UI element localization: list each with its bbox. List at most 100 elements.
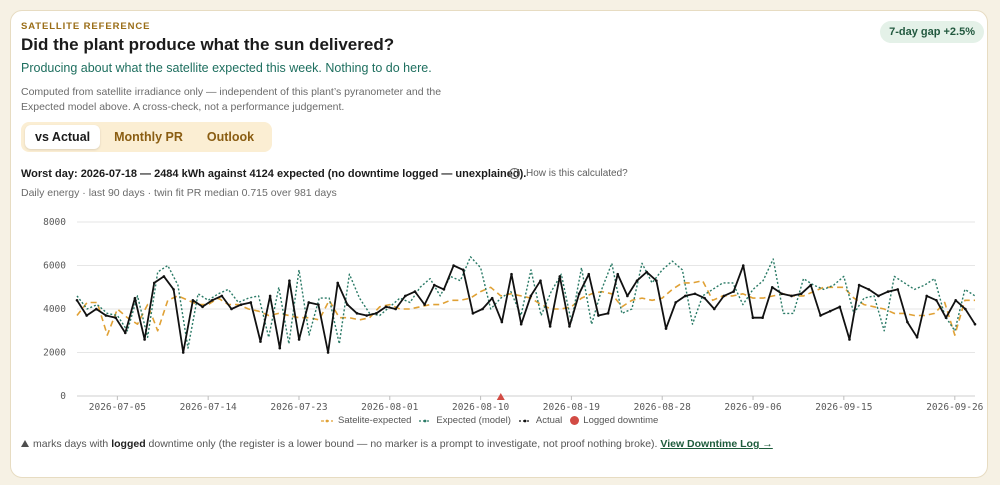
data-point-actual: [201, 305, 204, 309]
data-point-actual: [770, 285, 774, 289]
view-downtime-log-link[interactable]: View Downtime Log →: [660, 438, 773, 450]
tab-monthly-pr[interactable]: Monthly PR: [114, 130, 183, 144]
data-point-actual: [297, 338, 301, 341]
card-title: Did the plant produce what the sun deliv…: [21, 35, 395, 54]
how-calculated-link[interactable]: i How is this calculated?: [509, 168, 628, 179]
data-point-actual: [674, 301, 677, 304]
legend-item-satellite: Satelite-expected: [321, 415, 411, 426]
data-point-actual: [162, 275, 166, 278]
footnote-prefix: marks days with: [33, 438, 109, 450]
data-point-actual: [152, 281, 156, 285]
x-tick-label: 2026-07-14: [180, 402, 237, 413]
data-point-actual: [751, 316, 755, 320]
data-point-actual: [442, 288, 446, 291]
data-point-actual: [655, 279, 658, 283]
data-point-actual: [703, 296, 706, 300]
legend-item-downtime: Logged downtime: [570, 415, 658, 426]
data-point-actual: [452, 264, 455, 267]
data-point-actual: [336, 281, 340, 285]
triangle-marker-icon: [21, 440, 29, 447]
data-point-actual: [230, 307, 233, 311]
downtime-marker: [496, 393, 505, 400]
data-point-actual: [114, 316, 117, 320]
data-point-actual: [915, 335, 919, 339]
data-point-actual: [867, 288, 871, 291]
data-point-actual: [558, 275, 562, 278]
data-point-actual: [317, 303, 320, 306]
x-tick-label: 2026-08-10: [452, 402, 509, 413]
data-point-actual: [886, 290, 890, 293]
data-point-actual: [404, 294, 407, 298]
y-tick-label: 0: [60, 391, 66, 402]
data-point-actual: [519, 322, 523, 326]
data-point-actual: [973, 322, 977, 326]
data-point-actual: [635, 279, 639, 283]
data-point-actual: [143, 338, 146, 341]
data-point-actual: [645, 270, 648, 274]
data-point-actual: [799, 292, 803, 296]
data-point-actual: [935, 299, 938, 302]
data-point-actual: [838, 305, 842, 309]
y-tick-label: 6000: [43, 261, 66, 272]
data-point-actual: [481, 307, 484, 311]
downtime-dot-icon: [570, 416, 580, 425]
data-point-actual: [181, 351, 185, 354]
data-point-actual: [75, 299, 79, 302]
data-point-actual: [548, 325, 552, 328]
tab-outlook[interactable]: Outlook: [206, 130, 255, 144]
data-point-actual: [346, 303, 349, 306]
data-point-actual: [626, 294, 629, 298]
data-point-actual: [288, 279, 291, 283]
series-line-actual: [76, 264, 976, 354]
data-point-actual: [809, 283, 813, 287]
chart-subtitle: Daily energy · last 90 days · twin fit P…: [21, 187, 337, 199]
x-tick-label: 2026-09-15: [815, 402, 872, 413]
data-point-actual: [780, 292, 784, 296]
data-point-actual: [616, 272, 620, 276]
data-point-actual: [461, 268, 465, 272]
data-point-actual: [819, 314, 822, 317]
data-point-actual: [220, 294, 224, 298]
legend-label-actual: Actual: [535, 415, 563, 426]
data-point-actual: [249, 301, 253, 304]
data-point-actual: [210, 299, 214, 302]
data-point-actual: [413, 290, 417, 293]
legend-item-model: Expected (model): [419, 415, 511, 426]
data-point-actual: [925, 294, 929, 298]
data-point-actual: [326, 351, 330, 354]
data-point-actual: [568, 325, 571, 328]
data-point-actual: [877, 294, 880, 298]
data-point-actual: [95, 307, 98, 311]
data-point-actual: [355, 312, 359, 315]
footnote: marks days with logged downtime only (th…: [21, 438, 773, 450]
data-point-actual: [239, 303, 243, 306]
data-point-actual: [693, 292, 697, 296]
legend-swatch-satellite: [321, 419, 333, 422]
data-point-actual: [259, 340, 262, 343]
data-point-actual: [597, 314, 600, 317]
tab-vs-actual[interactable]: vs Actual: [25, 125, 101, 149]
footnote-bold: logged: [111, 438, 146, 450]
y-tick-label: 2000: [43, 348, 66, 359]
data-point-actual: [606, 312, 610, 315]
description-text: Computed from satellite irradiance only …: [21, 86, 442, 113]
worst-day-summary: Worst day: 2026-07-18 — 2484 kWh against…: [21, 168, 527, 180]
legend-swatch-model: [419, 419, 432, 422]
data-point-actual: [964, 307, 967, 311]
series-line-model: [76, 256, 976, 349]
x-tick-label: 2026-07-05: [89, 402, 146, 413]
how-calculated-label: How is this calculated?: [526, 168, 628, 179]
info-icon: i: [509, 168, 520, 179]
data-point-actual: [133, 296, 137, 300]
data-point-actual: [906, 320, 909, 324]
x-tick-label: 2026-09-26: [926, 402, 983, 413]
data-point-actual: [471, 312, 475, 315]
x-tick-label: 2026-09-06: [724, 402, 781, 413]
data-point-actual: [529, 294, 533, 298]
data-point-actual: [848, 338, 851, 341]
data-point-actual: [712, 307, 716, 311]
data-point-actual: [123, 331, 127, 335]
data-point-actual: [732, 290, 735, 293]
y-tick-label: 4000: [43, 304, 66, 315]
